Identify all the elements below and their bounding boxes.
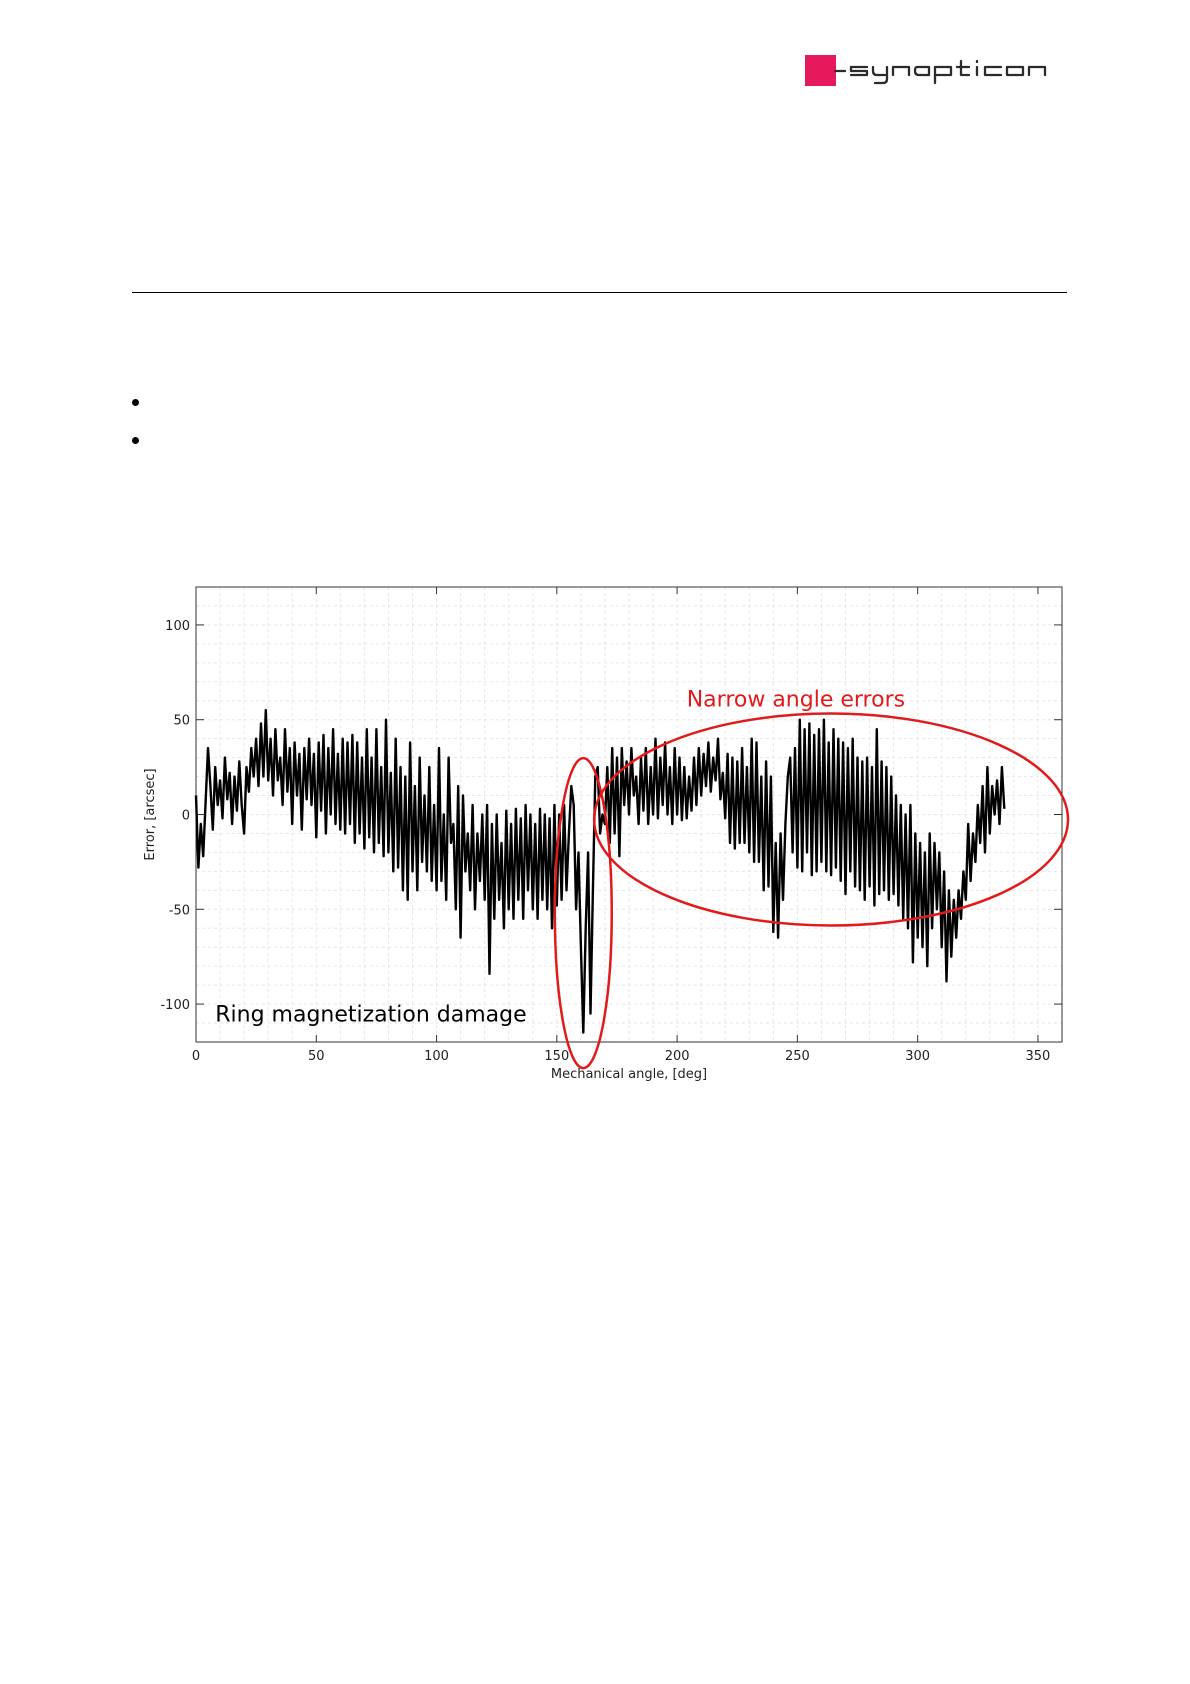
series-line bbox=[194, 709, 1006, 1034]
x-tick-label: 150 bbox=[544, 1049, 569, 1064]
y-tick-label: 50 bbox=[173, 714, 190, 729]
x-axis-label: Mechanical angle, [deg] bbox=[551, 1067, 707, 1082]
error-vs-angle-chart: 0 50 100 150 200 250 300 350 100 50 0 -50 -100 Narro… bbox=[143, 586, 1070, 1082]
x-tick-label: 50 bbox=[308, 1049, 325, 1064]
ring-damage-ellipse bbox=[553, 756, 614, 1070]
logo-mark bbox=[805, 55, 836, 86]
ring-damage-label: Ring magnetization damage bbox=[215, 1002, 526, 1027]
chart-ticks: 0 50 100 150 200 250 300 350 100 50 0 -50 -100 bbox=[160, 587, 1062, 1064]
narrow-angle-errors-label: Narrow angle errors bbox=[687, 687, 905, 712]
narrow-angle-errors-ellipse bbox=[592, 712, 1070, 927]
y-tick-label: -50 bbox=[169, 903, 190, 918]
bullet-point bbox=[132, 437, 139, 444]
logo-wordmark bbox=[833, 59, 1047, 85]
x-tick-label: 200 bbox=[665, 1049, 690, 1064]
y-tick-label: 100 bbox=[165, 619, 190, 634]
x-tick-label: 300 bbox=[905, 1049, 930, 1064]
horizontal-rule bbox=[132, 292, 1067, 293]
y-tick-label: 0 bbox=[182, 809, 190, 824]
x-tick-label: 0 bbox=[192, 1049, 200, 1064]
bullet-point bbox=[132, 399, 139, 406]
synapticon-logo bbox=[805, 55, 1067, 87]
y-tick-label: -100 bbox=[160, 998, 190, 1013]
y-axis-label: Error, [arcsec] bbox=[143, 768, 158, 860]
x-tick-label: 350 bbox=[1026, 1049, 1051, 1064]
x-tick-label: 100 bbox=[424, 1049, 449, 1064]
x-tick-label: 250 bbox=[785, 1049, 810, 1064]
